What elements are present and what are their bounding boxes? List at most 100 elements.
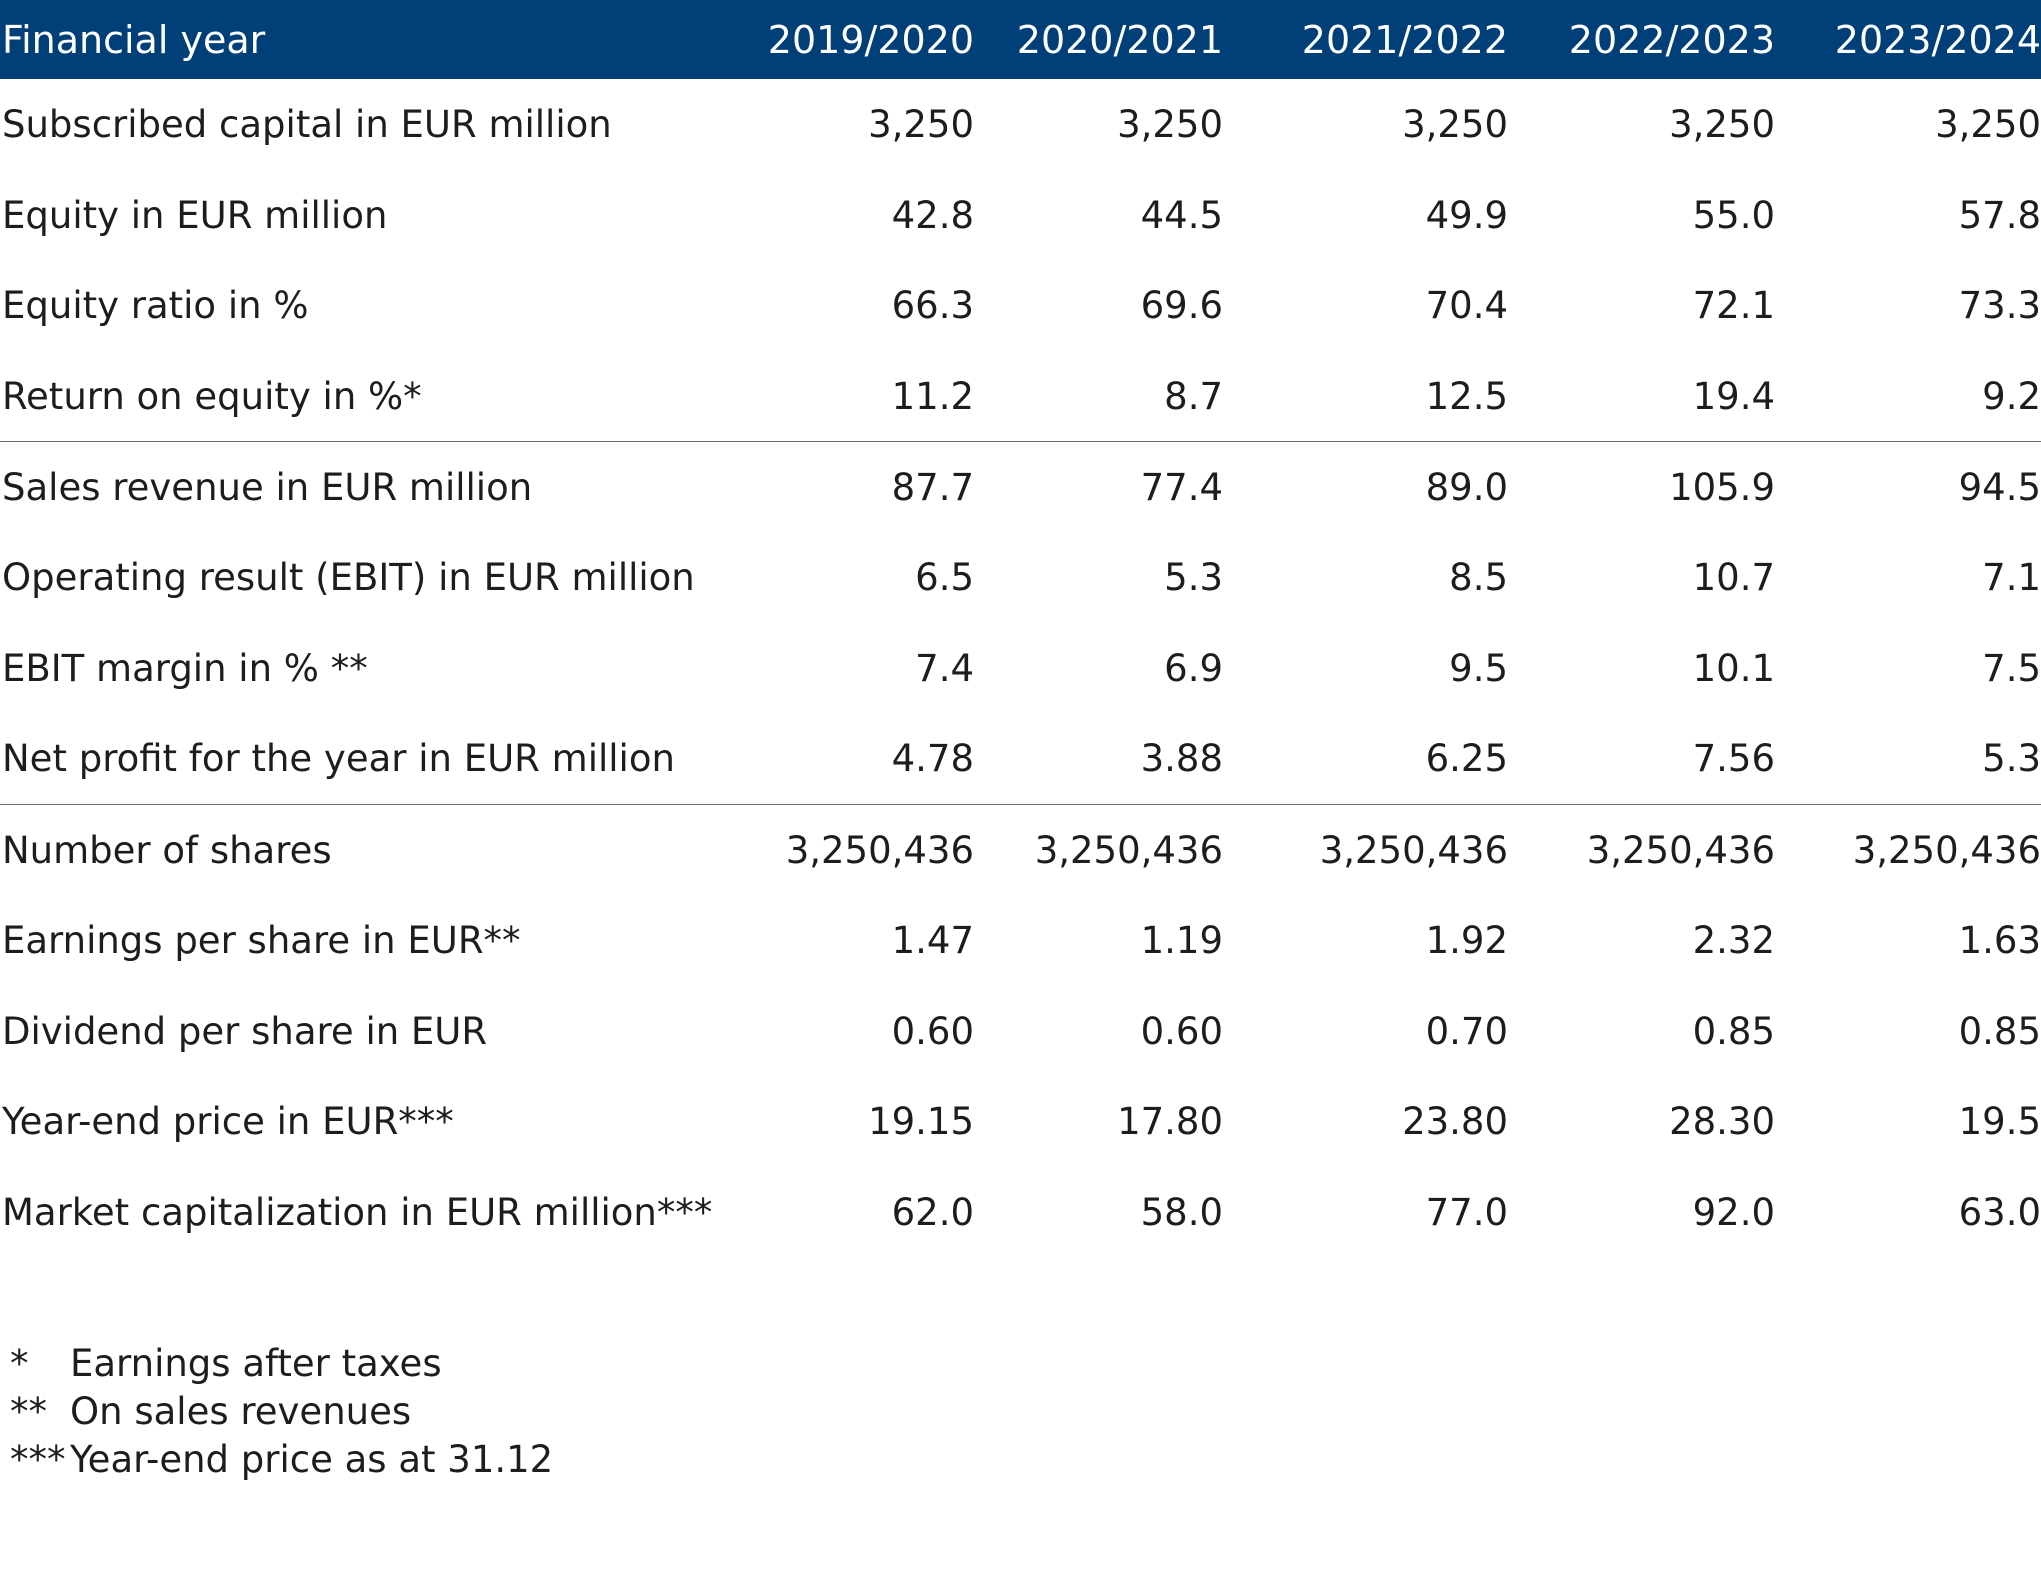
footnote-text: Earnings after taxes	[70, 1342, 442, 1385]
table-row: EBIT margin in % ** 7.4 6.9 9.5 10.1 7.5	[0, 623, 2041, 714]
table-cell: 49.9	[1425, 193, 1508, 237]
header-year: 2019/2020	[767, 17, 974, 62]
table-cell: 10.1	[1692, 646, 1775, 690]
footnote-mark: *	[10, 1342, 29, 1385]
table-cell: 3,250	[1935, 102, 2041, 146]
table-cell: 55.0	[1692, 193, 1775, 237]
table-row: Equity in EUR million 42.8 44.5 49.9 55.…	[0, 170, 2041, 261]
row-label: Earnings per share in EUR**	[2, 919, 521, 963]
table-row: Operating result (EBIT) in EUR million 6…	[0, 532, 2041, 623]
table-cell: 7.4	[915, 646, 974, 690]
table-header-row: Financial year 2019/2020 2020/2021 2021/…	[0, 0, 2041, 79]
key-figures-table: Financial year 2019/2020 2020/2021 2021/…	[0, 0, 2041, 1258]
table-cell: 3,250	[1402, 102, 1508, 146]
table-cell: 3,250	[1669, 102, 1775, 146]
table-cell: 17.80	[1117, 1100, 1223, 1144]
table-cell: 3,250	[868, 102, 974, 146]
header-year: 2021/2022	[1301, 17, 1508, 62]
table-cell: 2.32	[1692, 919, 1775, 963]
row-label: EBIT margin in % **	[2, 646, 368, 690]
table-row: Subscribed capital in EUR million 3,250 …	[0, 79, 2041, 170]
table-cell: 42.8	[891, 193, 974, 237]
table-cell: 3,250,436	[1223, 804, 1508, 896]
table-cell: 62.0	[891, 1191, 974, 1235]
row-label: Number of shares	[0, 804, 740, 896]
table-row: Equity ratio in % 66.3 69.6 70.4 72.1 73…	[0, 260, 2041, 351]
table-cell: 1.63	[1958, 919, 2041, 963]
table-cell: 77.4	[974, 441, 1223, 533]
header-financial-year: Financial year	[2, 17, 266, 62]
row-label: Return on equity in %*	[2, 374, 422, 418]
row-label: Year-end price in EUR***	[2, 1100, 454, 1144]
table-cell: 0.85	[1958, 1009, 2041, 1053]
table-cell: 7.1	[1982, 556, 2041, 600]
table-cell: 77.0	[1425, 1191, 1508, 1235]
footnote: *** Year-end price as at 31.12	[10, 1436, 553, 1484]
table-cell: 6.9	[1164, 646, 1223, 690]
table-cell: 28.30	[1669, 1100, 1775, 1144]
table-cell: 19.15	[868, 1100, 974, 1144]
table-cell: 0.70	[1425, 1009, 1508, 1053]
table-cell: 57.8	[1958, 193, 2041, 237]
table-cell: 5.3	[1164, 556, 1223, 600]
table-cell: 19.5	[1958, 1100, 2041, 1144]
table-cell: 0.85	[1692, 1009, 1775, 1053]
table-cell: 8.7	[1164, 374, 1223, 418]
table-cell: 10.7	[1692, 556, 1775, 600]
table-cell: 6.5	[915, 556, 974, 600]
footnote: ** On sales revenues	[10, 1388, 553, 1436]
table-row: Dividend per share in EUR 0.60 0.60 0.70…	[0, 986, 2041, 1077]
table-cell: 89.0	[1223, 441, 1508, 533]
table-cell: 72.1	[1692, 284, 1775, 328]
footnotes: * Earnings after taxes ** On sales reven…	[10, 1340, 553, 1484]
table-row: Earnings per share in EUR** 1.47 1.19 1.…	[0, 895, 2041, 986]
table-cell: 23.80	[1402, 1100, 1508, 1144]
table-cell: 9.5	[1449, 646, 1508, 690]
row-label: Equity in EUR million	[2, 193, 388, 237]
table-cell: 94.5	[1775, 441, 2041, 533]
table-cell: 63.0	[1958, 1191, 2041, 1235]
table-row: Return on equity in %* 11.2 8.7 12.5 19.…	[0, 351, 2041, 442]
row-label: Net profit for the year in EUR million	[2, 737, 675, 781]
table-cell: 69.6	[1140, 284, 1223, 328]
table-cell: 19.4	[1692, 374, 1775, 418]
table-cell: 3,250,436	[1508, 804, 1775, 896]
table-cell: 6.25	[1425, 737, 1508, 781]
table-cell: 105.9	[1508, 441, 1775, 533]
row-label: Equity ratio in %	[2, 284, 309, 328]
table-row: Year-end price in EUR*** 19.15 17.80 23.…	[0, 1077, 2041, 1168]
table-cell: 5.3	[1982, 737, 2041, 781]
row-label: Sales revenue in EUR million	[0, 441, 740, 533]
table-cell: 70.4	[1425, 284, 1508, 328]
table-cell: 7.5	[1982, 646, 2041, 690]
table-cell: 3,250,436	[974, 804, 1223, 896]
table-row: Number of shares 3,250,436 3,250,436 3,2…	[0, 804, 2041, 896]
table-cell: 7.56	[1692, 737, 1775, 781]
table-cell: 66.3	[891, 284, 974, 328]
table-cell: 8.5	[1449, 556, 1508, 600]
table-cell: 87.7	[740, 441, 974, 533]
footnote-text: Year-end price as at 31.12	[70, 1438, 554, 1481]
table-cell: 3,250,436	[1775, 804, 2041, 896]
footnote: * Earnings after taxes	[10, 1340, 553, 1388]
footnote-text: On sales revenues	[70, 1390, 412, 1433]
table-cell: 0.60	[891, 1009, 974, 1053]
table-cell: 44.5	[1140, 193, 1223, 237]
table-cell: 0.60	[1140, 1009, 1223, 1053]
row-label: Operating result (EBIT) in EUR million	[2, 556, 695, 600]
header-year: 2020/2021	[1016, 17, 1223, 62]
table-cell: 73.3	[1958, 284, 2041, 328]
table-cell: 92.0	[1692, 1191, 1775, 1235]
table-cell: 11.2	[891, 374, 974, 418]
footnote-mark: **	[10, 1390, 47, 1433]
table-cell: 1.92	[1425, 919, 1508, 963]
row-label: Market capitalization in EUR million***	[2, 1191, 713, 1235]
table-row: Sales revenue in EUR million 87.7 77.4 8…	[0, 441, 2041, 533]
header-year: 2022/2023	[1568, 17, 1775, 62]
table-row: Market capitalization in EUR million*** …	[0, 1167, 2041, 1258]
table-cell: 4.78	[891, 737, 974, 781]
table-cell: 3,250,436	[740, 804, 974, 896]
row-label: Subscribed capital in EUR million	[2, 102, 612, 146]
table-cell: 1.19	[1140, 919, 1223, 963]
table-cell: 3.88	[1140, 737, 1223, 781]
